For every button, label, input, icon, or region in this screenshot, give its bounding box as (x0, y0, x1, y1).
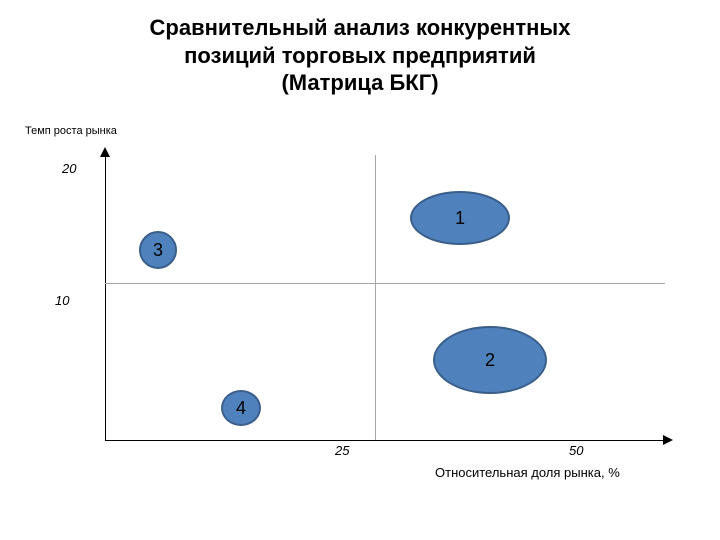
x-axis-line (105, 440, 665, 441)
y-axis-arrow (100, 147, 110, 157)
x-axis-arrow (663, 435, 673, 445)
x-tick-50: 50 (569, 443, 583, 458)
bubble-3: 3 (139, 231, 177, 269)
x-tick-25: 25 (335, 443, 349, 458)
bcg-matrix-chart: 20 10 25 50 Относительная доля рынка, % … (0, 0, 720, 540)
horizontal-divider (105, 283, 665, 284)
y-tick-20: 20 (62, 161, 76, 176)
x-axis-title: Относительная доля рынка, % (435, 465, 620, 480)
bubble-1: 1 (410, 191, 510, 245)
y-axis-line (105, 155, 106, 440)
y-tick-10: 10 (55, 293, 69, 308)
bubble-label: 3 (153, 240, 163, 261)
vertical-divider (375, 155, 376, 440)
bubble-label: 4 (236, 398, 246, 419)
bubble-label: 2 (485, 350, 495, 371)
bubble-2: 2 (433, 326, 547, 394)
bubble-4: 4 (221, 390, 261, 426)
bubble-label: 1 (455, 208, 465, 229)
